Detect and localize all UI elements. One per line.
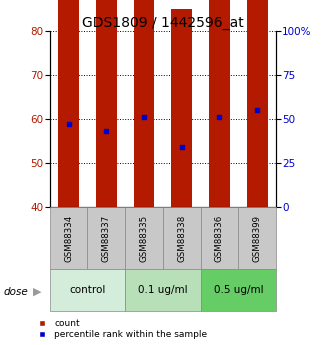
Text: dose: dose	[3, 287, 28, 296]
Title: GDS1809 / 1442596_at: GDS1809 / 1442596_at	[82, 16, 244, 30]
Text: GSM88334: GSM88334	[64, 215, 73, 262]
Text: GSM88399: GSM88399	[253, 215, 262, 262]
Bar	[163, 207, 201, 269]
Text: GSM88338: GSM88338	[177, 215, 186, 262]
Text: 0.5 ug/ml: 0.5 ug/ml	[213, 285, 263, 295]
Bar	[125, 269, 201, 310]
Bar	[96, 0, 117, 207]
Bar	[58, 0, 79, 207]
Bar	[247, 0, 268, 207]
Bar	[201, 207, 238, 269]
Bar	[87, 207, 125, 269]
Bar	[209, 0, 230, 207]
Bar	[134, 0, 154, 207]
Text: GSM88336: GSM88336	[215, 215, 224, 262]
Text: 0.1 ug/ml: 0.1 ug/ml	[138, 285, 188, 295]
Text: GSM88335: GSM88335	[140, 215, 149, 262]
Bar	[201, 269, 276, 310]
Text: GSM88337: GSM88337	[102, 215, 111, 262]
Bar	[50, 207, 87, 269]
Bar	[50, 269, 125, 310]
Bar	[171, 9, 192, 207]
Text: ▶: ▶	[33, 287, 41, 296]
Legend: count, percentile rank within the sample: count, percentile rank within the sample	[33, 319, 207, 339]
Text: control: control	[69, 285, 106, 295]
Bar	[125, 207, 163, 269]
Bar	[238, 207, 276, 269]
